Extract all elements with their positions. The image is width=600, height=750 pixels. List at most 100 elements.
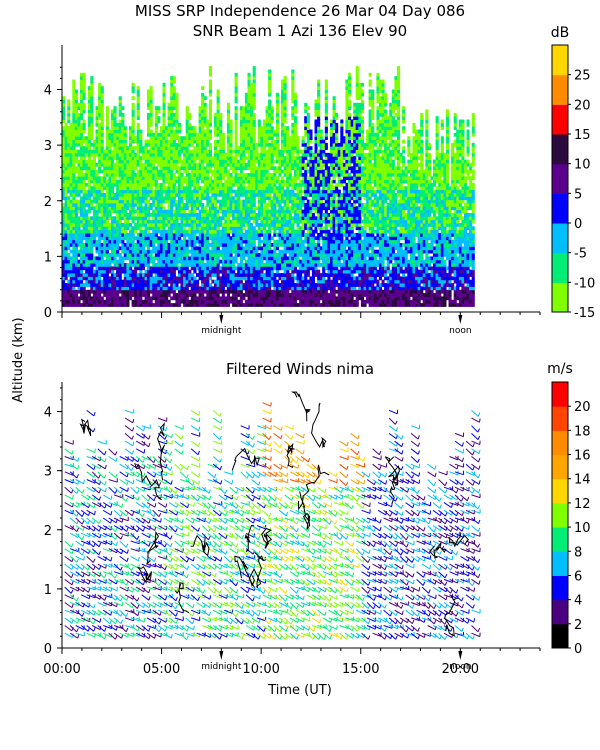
snr-cell (141, 166, 145, 171)
snr-cell (129, 156, 133, 160)
snr-cell (196, 286, 200, 291)
snr-cell (67, 142, 71, 147)
snr-cell (118, 303, 122, 307)
snr-cell (87, 206, 91, 211)
snr-cell (152, 256, 156, 261)
snr-cell (278, 233, 282, 237)
snr-cell (247, 189, 251, 194)
snr-cell (167, 266, 171, 271)
snr-cell (162, 82, 166, 87)
snr-cell (286, 186, 290, 191)
snr-cell (69, 132, 73, 137)
snr-cell (64, 152, 68, 157)
snr-cell (126, 203, 130, 207)
snr-cell (92, 176, 96, 181)
snr-cell (74, 182, 78, 187)
snr-cell (234, 273, 238, 277)
snr-cell (74, 193, 78, 197)
snr-cell (221, 253, 225, 257)
snr-cell (62, 296, 66, 301)
snr-cell (263, 139, 267, 144)
snr-cell (293, 149, 297, 154)
snr-cell (278, 286, 282, 291)
snr-cell (165, 149, 169, 154)
snr-cell (121, 289, 125, 294)
snr-cell (95, 276, 99, 281)
snr-cell (172, 122, 176, 127)
snr-cell (255, 152, 259, 157)
snr-cell (257, 289, 261, 294)
snr-cell (293, 253, 297, 257)
snr-cell (270, 182, 274, 187)
snr-cell (74, 273, 78, 277)
snr-cell (147, 186, 151, 191)
snr-cell (270, 259, 274, 264)
snr-cell (103, 213, 107, 217)
snr-cell (152, 226, 156, 231)
snr-cell (126, 169, 130, 174)
snr-cell (185, 139, 189, 144)
snr-cell (149, 213, 153, 217)
snr-cell (98, 116, 102, 120)
snr-cell (152, 263, 156, 267)
snr-cell (252, 79, 256, 84)
snr-cell (226, 233, 230, 237)
snr-cell (219, 253, 223, 257)
snr-cell (108, 206, 112, 211)
snr-cell (72, 189, 76, 194)
snr-cell (111, 259, 115, 264)
snr-cell (291, 162, 295, 167)
snr-cell (105, 196, 109, 201)
snr-cell (247, 256, 251, 261)
snr-cell (82, 96, 86, 100)
snr-cell (281, 116, 285, 120)
snr-cell (263, 213, 267, 217)
snr-cell (77, 136, 81, 140)
snr-cell (144, 276, 148, 281)
snr-cell (144, 303, 148, 307)
snr-cell (237, 186, 241, 191)
snr-cell (126, 146, 130, 150)
snr-cell (255, 159, 259, 164)
snr-cell (147, 102, 151, 107)
snr-cell (214, 156, 218, 160)
snr-cell (206, 136, 210, 140)
snr-cell (77, 299, 81, 304)
snr-cell (90, 149, 94, 154)
snr-cell (108, 223, 112, 227)
snr-cell (239, 219, 243, 224)
snr-cell (147, 96, 151, 100)
snr-cell (216, 156, 220, 160)
snr-cell (188, 259, 192, 264)
snr-cell (116, 162, 120, 167)
snr-cell (257, 246, 261, 251)
wind-colorbar-unit: m/s (547, 361, 573, 377)
snr-cell (237, 146, 241, 150)
snr-cell (113, 289, 117, 294)
snr-cell (159, 189, 163, 194)
snr-cell (190, 172, 194, 177)
snr-cell (270, 226, 274, 231)
snr-cell (80, 136, 84, 140)
snr-cell (62, 273, 66, 277)
snr-cell (275, 243, 279, 247)
snr-cell (149, 286, 153, 291)
snr-cell (113, 243, 117, 247)
snr-cell (64, 199, 68, 204)
snr-cell (293, 303, 297, 307)
snr-cell (273, 253, 277, 257)
snr-cell (268, 72, 272, 77)
snr-cell (283, 139, 287, 144)
snr-cell (157, 193, 161, 197)
snr-cell (147, 189, 151, 194)
snr-cell (98, 276, 102, 281)
snr-cell (219, 259, 223, 264)
snr-cell (105, 286, 109, 291)
snr-cell (265, 176, 269, 181)
snr-cell (139, 199, 143, 204)
snr-cell (77, 259, 81, 264)
snr-cell (178, 176, 182, 181)
snr-cell (291, 249, 295, 254)
snr-cell (273, 189, 277, 194)
